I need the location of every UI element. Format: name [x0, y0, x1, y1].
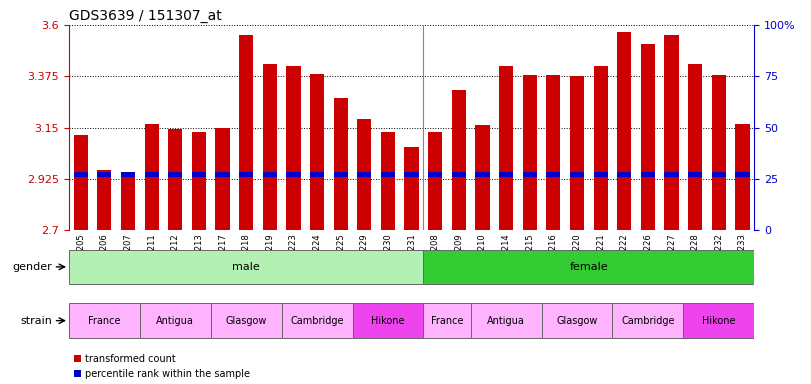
- Bar: [239, 35, 253, 230]
- Text: GDS3639 / 151307_at: GDS3639 / 151307_at: [69, 8, 221, 23]
- Text: Glasgow: Glasgow: [556, 316, 598, 326]
- Text: France: France: [431, 316, 463, 326]
- Bar: [405, 172, 418, 177]
- Bar: [428, 172, 442, 177]
- Bar: [139, 303, 211, 338]
- Bar: [475, 172, 490, 177]
- Bar: [594, 172, 607, 177]
- Bar: [594, 66, 607, 230]
- Bar: [333, 172, 348, 177]
- Bar: [211, 303, 281, 338]
- Text: gender: gender: [13, 262, 53, 272]
- Bar: [547, 172, 560, 177]
- Bar: [712, 172, 726, 177]
- Bar: [547, 75, 560, 230]
- Bar: [522, 75, 537, 230]
- Bar: [712, 75, 726, 230]
- Bar: [121, 172, 135, 177]
- Bar: [688, 172, 702, 177]
- Bar: [353, 303, 423, 338]
- Bar: [69, 303, 139, 338]
- Bar: [310, 74, 324, 230]
- Text: female: female: [569, 262, 608, 272]
- Bar: [522, 172, 537, 177]
- Bar: [97, 170, 111, 230]
- Text: France: France: [88, 316, 121, 326]
- Bar: [286, 66, 301, 230]
- Bar: [617, 172, 631, 177]
- Bar: [263, 64, 277, 230]
- Bar: [570, 76, 584, 230]
- Bar: [357, 119, 371, 230]
- Bar: [69, 250, 423, 284]
- Bar: [664, 35, 679, 230]
- Text: Glasgow: Glasgow: [225, 316, 267, 326]
- Bar: [664, 172, 679, 177]
- Bar: [612, 303, 684, 338]
- Bar: [216, 128, 230, 230]
- Bar: [216, 172, 230, 177]
- Bar: [736, 124, 749, 230]
- Bar: [381, 132, 395, 230]
- Text: Hikone: Hikone: [702, 316, 736, 326]
- Bar: [688, 64, 702, 230]
- Bar: [570, 172, 584, 177]
- Bar: [428, 132, 442, 230]
- Bar: [144, 172, 159, 177]
- Bar: [281, 303, 353, 338]
- Bar: [452, 172, 466, 177]
- Bar: [499, 66, 513, 230]
- Bar: [617, 32, 631, 230]
- Bar: [97, 172, 111, 177]
- Bar: [168, 172, 182, 177]
- Text: strain: strain: [20, 316, 53, 326]
- Bar: [263, 172, 277, 177]
- Bar: [641, 172, 655, 177]
- Bar: [333, 98, 348, 230]
- Bar: [684, 303, 754, 338]
- Bar: [144, 124, 159, 230]
- Text: Cambridge: Cambridge: [621, 316, 675, 326]
- Bar: [499, 172, 513, 177]
- Bar: [286, 172, 301, 177]
- Bar: [192, 132, 206, 230]
- Bar: [239, 172, 253, 177]
- Bar: [423, 303, 470, 338]
- Bar: [74, 172, 88, 177]
- Bar: [641, 45, 655, 230]
- Bar: [121, 175, 135, 230]
- Bar: [736, 172, 749, 177]
- Bar: [74, 134, 88, 230]
- Bar: [542, 303, 612, 338]
- Legend: transformed count, percentile rank within the sample: transformed count, percentile rank withi…: [74, 354, 251, 379]
- Bar: [310, 172, 324, 177]
- Text: Antigua: Antigua: [157, 316, 194, 326]
- Bar: [470, 303, 542, 338]
- Bar: [452, 90, 466, 230]
- Text: Hikone: Hikone: [371, 316, 405, 326]
- Bar: [168, 129, 182, 230]
- Bar: [192, 172, 206, 177]
- Text: Antigua: Antigua: [487, 316, 525, 326]
- Bar: [357, 172, 371, 177]
- Bar: [405, 147, 418, 230]
- Bar: [475, 126, 490, 230]
- Bar: [423, 250, 754, 284]
- Text: Cambridge: Cambridge: [290, 316, 344, 326]
- Text: male: male: [232, 262, 260, 272]
- Bar: [381, 172, 395, 177]
